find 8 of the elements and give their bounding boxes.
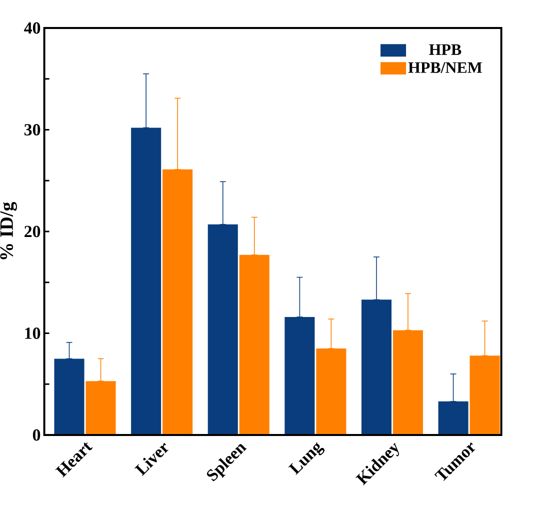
legend-label: HPB/NEM [408, 62, 482, 73]
y-tick-label: 10 [25, 328, 40, 339]
y-tick-label: 40 [24, 22, 40, 34]
y-axis-title: % ID/g [0, 202, 17, 260]
y-tick-label: 30 [24, 124, 40, 136]
legend-label: HPB [429, 44, 462, 55]
y-tick-label: 0 [32, 429, 40, 441]
y-tick-label: 20 [24, 226, 40, 238]
